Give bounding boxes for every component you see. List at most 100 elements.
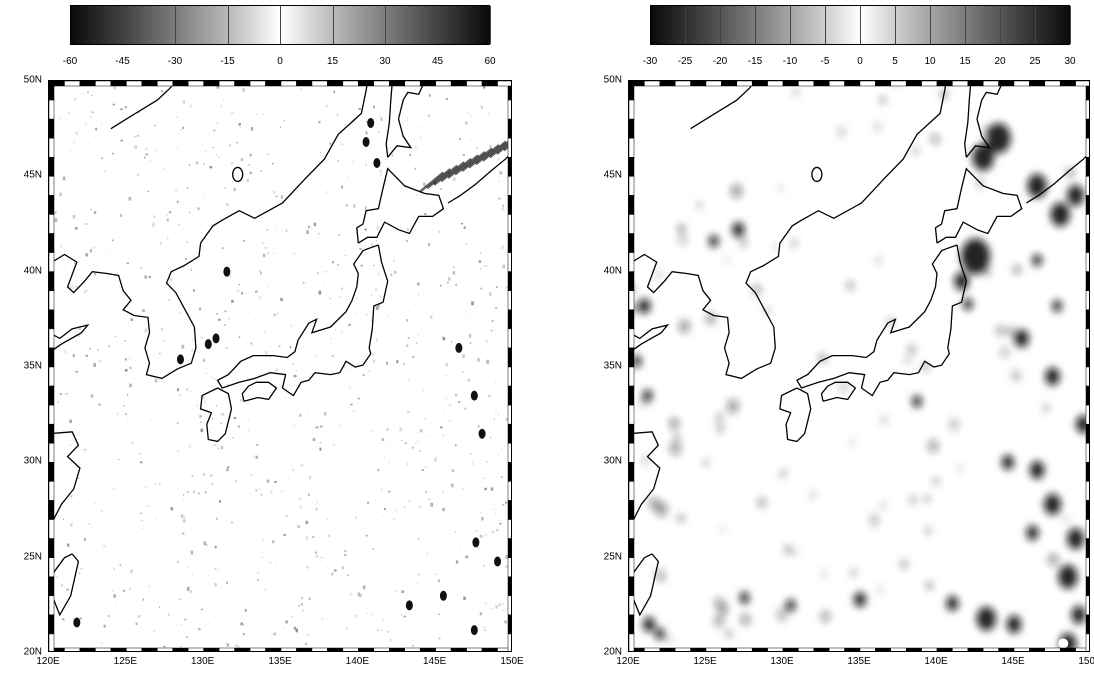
coastline <box>629 553 660 617</box>
field-speckle <box>58 639 59 641</box>
field-speckle <box>270 490 273 494</box>
field-blob <box>639 398 647 408</box>
colorbar-segment <box>861 6 896 44</box>
field-speckle <box>183 516 186 519</box>
field-speckle <box>494 381 497 384</box>
colorbar-tick-label: 60 <box>484 56 496 67</box>
latitude-label: 30N <box>23 455 42 467</box>
field-speckle <box>73 432 76 435</box>
field-blob <box>696 201 702 209</box>
field-speckle <box>496 529 499 532</box>
field-speckle <box>200 428 204 433</box>
field-speckle <box>345 651 347 652</box>
field-blob <box>739 238 747 248</box>
field-speckle <box>396 360 399 364</box>
field-speckle <box>163 645 166 648</box>
field-speckle <box>316 527 318 529</box>
field-speckle <box>318 120 321 124</box>
field-blob <box>909 495 917 505</box>
field-speckle <box>480 287 483 290</box>
field-speckle <box>238 123 241 126</box>
field-speckle <box>192 289 195 292</box>
colorbar-tick-label: 0 <box>857 56 863 67</box>
field-speckle <box>362 374 365 376</box>
field-speckle <box>257 579 259 581</box>
coastline <box>934 167 1023 244</box>
field-speckle <box>428 242 431 247</box>
field-speckle <box>136 135 139 137</box>
field-ring <box>1058 638 1069 649</box>
field-speckle <box>406 228 409 231</box>
field-speckle <box>275 368 279 372</box>
field-blob <box>776 607 788 623</box>
field-speckle <box>84 448 86 451</box>
field-speckle <box>470 342 472 344</box>
field-speckle <box>167 613 170 616</box>
coastline <box>447 152 511 204</box>
field-speckle <box>261 113 264 116</box>
field-speckle <box>402 362 406 366</box>
field-speckle <box>272 540 275 544</box>
field-speckle <box>484 265 488 268</box>
field-speckle <box>305 536 308 540</box>
field-speckle <box>144 328 148 333</box>
field-speckle <box>240 158 244 162</box>
field-speckle <box>499 522 502 525</box>
field-speckle <box>395 590 397 592</box>
field-speckle <box>165 214 168 217</box>
colorbar-segment <box>826 6 861 44</box>
field-speckle <box>218 447 220 450</box>
field-speckle <box>426 435 427 437</box>
colorbar-tick-label: -60 <box>62 56 78 67</box>
field-speckle <box>464 121 468 125</box>
field-speckle <box>75 370 78 373</box>
field-speckle <box>415 146 417 149</box>
field-speckle <box>233 416 237 420</box>
field-speckle <box>419 429 423 433</box>
field-speckle <box>71 495 73 498</box>
field-speckle <box>204 400 206 403</box>
coastline <box>629 324 670 353</box>
field-speckle <box>254 290 258 293</box>
field-speckle <box>371 319 373 321</box>
field-speckle <box>267 252 270 255</box>
field-speckle <box>112 103 115 106</box>
field-speckle <box>200 336 203 339</box>
field-speckle <box>74 331 76 334</box>
longitude-label: 150E <box>1078 656 1094 667</box>
field-speckle <box>426 552 429 555</box>
field-speckle <box>250 473 252 476</box>
field-speckle <box>380 488 384 491</box>
colorbar-tick-label: -15 <box>220 56 235 67</box>
longitude-label: 125E <box>693 656 717 667</box>
field-speckle <box>79 617 82 620</box>
field-speckle <box>177 223 180 225</box>
field-speckle <box>215 473 218 476</box>
field-speckle <box>495 513 497 515</box>
field-speckle <box>265 351 268 355</box>
field-speckle <box>506 286 509 289</box>
field-speckle <box>212 146 214 148</box>
field-speckle <box>329 297 331 300</box>
field-speckle <box>262 538 264 541</box>
field-speckle <box>346 177 349 179</box>
field-speckle <box>315 426 319 429</box>
longitude-label: 120E <box>36 656 60 667</box>
colorbar-segment <box>281 6 334 44</box>
field-speckle <box>224 324 226 326</box>
field-blob <box>877 586 883 593</box>
field-speckle <box>273 313 277 317</box>
longitude-label: 135E <box>847 656 871 667</box>
field-speckle <box>233 187 236 192</box>
field-speckle <box>445 337 447 339</box>
field-speckle <box>122 404 125 407</box>
field-speckle <box>188 443 192 449</box>
field-blob <box>655 501 668 517</box>
field-blob <box>927 439 939 453</box>
field-speckle <box>155 518 157 520</box>
field-speckle <box>485 534 487 536</box>
field-speckle <box>434 457 437 462</box>
field-blob <box>678 234 688 246</box>
field-speckle <box>198 628 201 631</box>
field-speckle <box>279 126 281 128</box>
